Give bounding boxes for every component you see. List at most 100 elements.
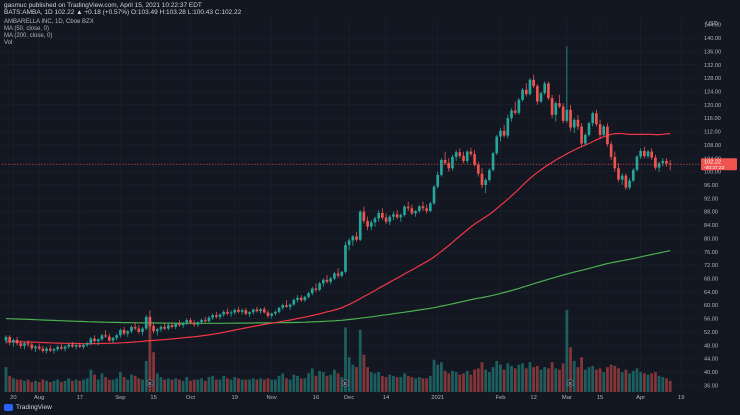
legend-ma200[interactable]: MA (200, close, 0) (4, 33, 53, 39)
candle-body (565, 109, 569, 121)
tradingview-logo-text: TradingView (16, 404, 52, 411)
volume-bar (277, 375, 281, 392)
volume-bar (399, 377, 403, 392)
volume-bar (244, 379, 248, 392)
price-top-label: 144.00 (704, 23, 721, 29)
legend-volume[interactable]: Vol (4, 40, 13, 46)
price-tick-label: 124.00 (704, 89, 721, 95)
volume-bar (572, 360, 576, 392)
volume-bar (628, 373, 631, 392)
volume-bar (133, 375, 137, 392)
volume-bar (565, 309, 569, 392)
candle-body (115, 335, 119, 338)
price-axis[interactable]: 140.00 136.00 132.00 128.00 124.00 120.00 116.… (700, 0, 740, 415)
price-axis-bg (700, 0, 740, 415)
volume-bar (344, 327, 347, 392)
time-tick-label: 15 (597, 395, 603, 401)
candle-body (369, 222, 373, 227)
volume-bar (248, 379, 251, 392)
volume-bar (122, 377, 126, 392)
candle-body (303, 296, 307, 301)
time-tick-label: Apr (636, 395, 645, 401)
time-tick-label: 19 (232, 395, 238, 401)
volume-bar (491, 367, 495, 392)
volume-bar (502, 369, 506, 392)
candle-body (550, 98, 554, 115)
time-tick-label: 17 (77, 395, 83, 401)
tradingview-logo[interactable]: TradingView (4, 404, 52, 411)
volume-bar (576, 367, 580, 392)
volume-bar (137, 378, 141, 392)
candle-body (137, 328, 141, 332)
candle-body (521, 89, 524, 100)
volume-bar (543, 367, 547, 392)
candle-body (547, 83, 550, 99)
candle-body (488, 169, 491, 180)
candle-body (266, 312, 270, 316)
price-tick-label: 44.00 (704, 357, 718, 363)
volume-bar (591, 365, 595, 392)
candle-body (473, 154, 476, 165)
volume-bar (469, 374, 473, 392)
volume-bar (100, 373, 104, 392)
candle-body (484, 179, 488, 185)
volume-bar (635, 368, 639, 392)
volume-bar (141, 379, 144, 392)
volume-bar (395, 377, 399, 392)
volume-bar (211, 375, 215, 392)
candle-body (465, 151, 469, 161)
candle-body (74, 345, 78, 347)
candle-body (491, 153, 495, 170)
candle-body (620, 175, 624, 180)
candle-body (388, 216, 392, 222)
tradingview-logo-icon (4, 404, 13, 411)
volume-bar (495, 360, 499, 392)
volume-bar (30, 382, 34, 392)
candle-body (406, 206, 410, 209)
volume-bar (620, 372, 624, 392)
candle-body (539, 93, 543, 102)
candle-body (259, 309, 262, 312)
candle-body (502, 130, 506, 136)
candle-body (307, 293, 310, 297)
volume-bar (550, 362, 554, 392)
candle-body (23, 343, 26, 346)
candle-body (167, 325, 170, 329)
price-tick-label: 76.00 (704, 250, 718, 256)
candle-body (425, 208, 428, 212)
candle-body (119, 329, 122, 336)
ma50-line (6, 132, 671, 345)
candle-body (595, 113, 598, 125)
volume-bar (528, 362, 532, 392)
price-tick-label: 120.00 (704, 103, 721, 109)
volume-bar (392, 375, 395, 392)
volume-bar (266, 378, 270, 392)
candle-body (45, 348, 48, 351)
candle-body (384, 217, 388, 222)
volume-bar (558, 369, 561, 392)
candle-body (606, 126, 609, 145)
candle-body (122, 329, 126, 334)
legend-ma50[interactable]: MA (50, close, 0) (4, 26, 50, 32)
volume-bar (115, 378, 119, 392)
volume-bar (606, 367, 609, 392)
volume-bar (233, 377, 237, 392)
earnings-marker-letter: E (344, 381, 347, 386)
candle-body (163, 326, 166, 329)
candle-body (432, 186, 436, 204)
volume-bar (665, 378, 668, 392)
candle-body (528, 79, 532, 95)
ma200-line (5, 250, 671, 324)
volume-bar (510, 365, 513, 392)
time-axis[interactable]: 20 Aug 17 Sep 15 Oct 19 Nov 16 Dec 14 2021 Feb 12 Mar 1… (0, 392, 700, 403)
volume-bar (189, 380, 192, 392)
price-tick-label: 64.00 (704, 290, 718, 296)
candle-body (510, 110, 513, 119)
volume-bar (229, 379, 233, 392)
candle-body (152, 325, 155, 332)
candle-body (650, 151, 654, 158)
price-tick-label: 112.00 (704, 130, 721, 136)
price-tick-label: 136.00 (704, 49, 721, 55)
volume-bar (524, 368, 528, 392)
